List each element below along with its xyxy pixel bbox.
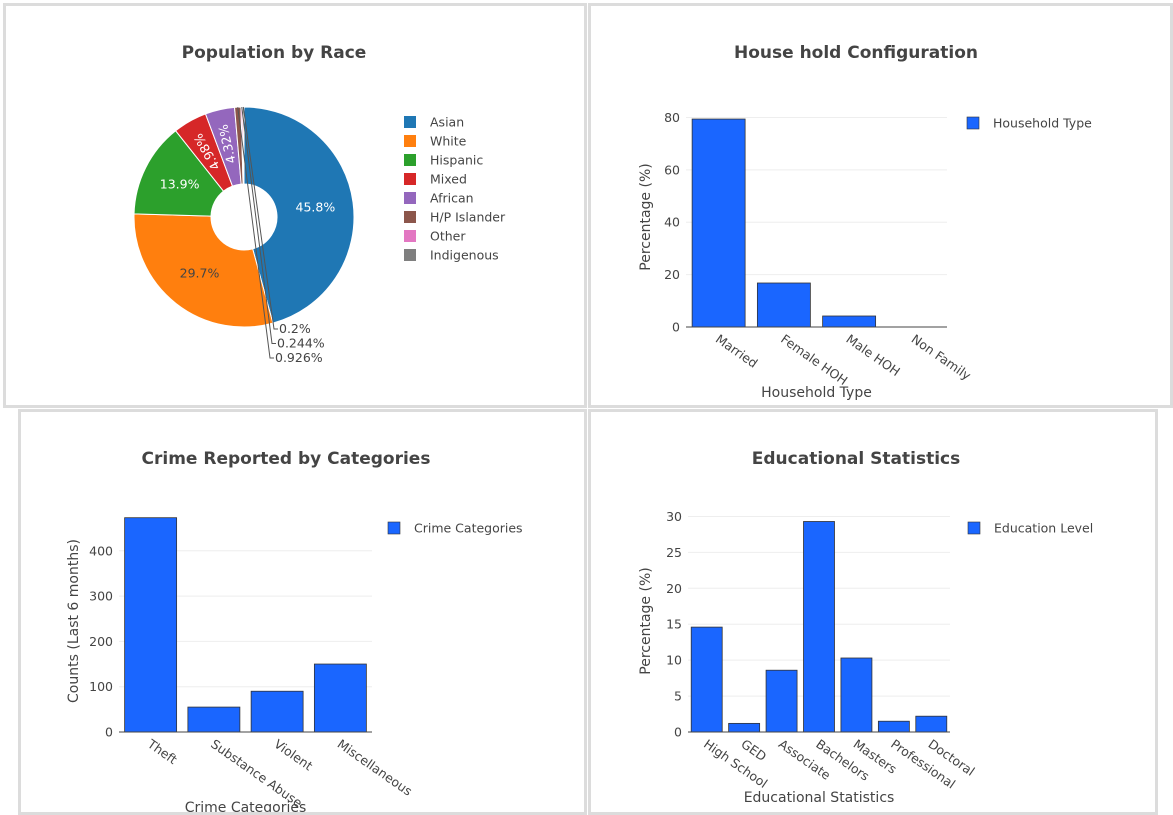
pie-slice-white bbox=[133, 213, 274, 328]
bar-miscellaneous bbox=[313, 663, 367, 733]
legend: Crime Categories bbox=[387, 521, 523, 536]
legend-swatch-mixed bbox=[404, 173, 416, 185]
bar-female-hoh bbox=[756, 282, 811, 328]
legend: Household Type bbox=[966, 116, 1092, 131]
bar-professional bbox=[877, 720, 910, 733]
legend-swatch-asian bbox=[404, 116, 416, 128]
y-tick-label: 300 bbox=[89, 589, 113, 604]
pie-label-asian: 45.8% bbox=[296, 199, 336, 214]
pie-label-other: 0.244% bbox=[277, 336, 325, 351]
legend-swatch-white bbox=[404, 135, 416, 147]
bar-theft bbox=[124, 517, 178, 733]
bar-high-school bbox=[690, 626, 723, 733]
y-tick-label: 20 bbox=[666, 581, 682, 596]
y-tick-label: 15 bbox=[666, 617, 682, 632]
chart-title: Crime Reported by Categories bbox=[142, 449, 431, 469]
bars bbox=[124, 517, 367, 733]
pie-leader-other bbox=[241, 106, 276, 344]
legend-label-mixed: Mixed bbox=[430, 172, 467, 187]
legend-swatch bbox=[966, 116, 980, 130]
legend-swatch-african bbox=[404, 192, 416, 204]
bar-chart-household: House hold Configuration 0 20 40 60 80 Married… bbox=[638, 43, 1092, 401]
pie-chart-race: Population by Race45.8%29.7%13.9%4.98%4.… bbox=[133, 43, 506, 365]
legend-label-hispanic: Hispanic bbox=[430, 153, 483, 168]
bar-ged bbox=[728, 722, 761, 733]
x-axis-title: Household Type bbox=[761, 385, 872, 401]
x-axis-title: Crime Categories bbox=[185, 800, 307, 812]
y-axis-title: Percentage (%) bbox=[638, 163, 654, 270]
bar-violent bbox=[250, 690, 304, 733]
pie-label-white: 29.7% bbox=[180, 266, 220, 281]
y-axis-title: Percentage (%) bbox=[638, 567, 654, 674]
legend-swatch bbox=[387, 521, 401, 535]
legend-label-white: White bbox=[430, 134, 467, 149]
bar-doctoral bbox=[915, 715, 948, 733]
bar-bachelors bbox=[803, 521, 835, 733]
legend-swatch-other bbox=[404, 230, 416, 242]
legend: Asian White Hispanic Mixed African H/P Island… bbox=[404, 115, 506, 263]
pie-slice-asian bbox=[243, 106, 355, 324]
y-tick-label: 40 bbox=[664, 215, 680, 230]
y-tick-label: 100 bbox=[89, 679, 113, 694]
y-tick-label: 5 bbox=[674, 689, 682, 704]
panel-educational-statistics: Educational Statistics 0 5 10 15 20 25 30 High S… bbox=[588, 409, 1158, 815]
y-tick-label: 10 bbox=[666, 653, 682, 668]
bars bbox=[690, 521, 948, 733]
pie-leader-h-p-islander bbox=[237, 107, 274, 359]
y-tick-label: 400 bbox=[89, 543, 113, 558]
y-tick-label: 25 bbox=[666, 545, 682, 560]
legend-label: Education Level bbox=[994, 521, 1093, 536]
x-tick-label: Miscellaneous bbox=[335, 736, 415, 799]
x-tick-label: Married bbox=[713, 331, 761, 371]
y-axis-title: Counts (Last 6 months) bbox=[66, 539, 82, 703]
legend: Education Level bbox=[967, 521, 1093, 536]
legend-swatch-hispanic bbox=[404, 154, 416, 166]
y-tick-label: 30 bbox=[666, 509, 682, 524]
legend-label-other: Other bbox=[430, 229, 466, 244]
bar-associate bbox=[765, 669, 798, 733]
panel-crime-reported: Crime Reported by Categories 0 100 200 300 40… bbox=[18, 409, 587, 815]
pie-label-h-p-islander: 0.926% bbox=[275, 350, 323, 365]
chart-title: Population by Race bbox=[182, 43, 367, 63]
x-axis-title: Educational Statistics bbox=[744, 790, 895, 806]
bar-chart-crime: Crime Reported by Categories 0 100 200 300 40… bbox=[66, 449, 523, 812]
y-tick-label: 80 bbox=[664, 110, 680, 125]
panel-household-configuration: House hold Configuration 0 20 40 60 80 Married… bbox=[588, 3, 1173, 408]
bar-masters bbox=[840, 657, 873, 733]
y-tick-label: 0 bbox=[672, 320, 680, 335]
chart-title: House hold Configuration bbox=[734, 43, 978, 63]
chart-title: Educational Statistics bbox=[752, 449, 960, 469]
legend-label-african: African bbox=[430, 191, 474, 206]
pie-label-indigenous: 0.2% bbox=[279, 321, 311, 336]
x-tick-label: Male HOH bbox=[843, 331, 903, 379]
pie-label-hispanic: 13.9% bbox=[160, 177, 200, 192]
legend-label-asian: Asian bbox=[430, 115, 464, 130]
y-tick-label: 20 bbox=[664, 267, 680, 282]
legend-swatch bbox=[967, 521, 981, 535]
x-tick-label: Female HOH bbox=[778, 331, 850, 388]
bars bbox=[691, 118, 877, 328]
y-tick-label: 60 bbox=[664, 162, 680, 177]
legend-label: Household Type bbox=[993, 116, 1092, 131]
y-tick-label: 0 bbox=[105, 725, 113, 740]
panel-population-by-race: Population by Race 45.8% 29.7% 13.9% 4.98% 4.… bbox=[3, 3, 587, 408]
legend-label-h-p-islander: H/P Islander bbox=[430, 210, 506, 225]
y-tick-label: 200 bbox=[89, 634, 113, 649]
legend-swatch-indigenous bbox=[404, 249, 416, 261]
pie-leader-indigenous bbox=[242, 106, 278, 330]
pie-slices bbox=[133, 106, 355, 328]
legend-swatch-h-p-islander bbox=[404, 211, 416, 223]
legend-label: Crime Categories bbox=[414, 521, 523, 536]
x-tick-label: Theft bbox=[144, 736, 180, 767]
bar-married bbox=[691, 118, 746, 328]
bar-substance-abuse bbox=[187, 706, 241, 733]
pie-slice-indigenous bbox=[242, 106, 245, 185]
x-tick-label: Violent bbox=[271, 736, 315, 773]
y-tick-label: 0 bbox=[674, 725, 682, 740]
legend-label-indigenous: Indigenous bbox=[430, 248, 499, 263]
x-tick-label: Non Family bbox=[909, 331, 975, 383]
bar-male-hoh bbox=[822, 315, 877, 328]
